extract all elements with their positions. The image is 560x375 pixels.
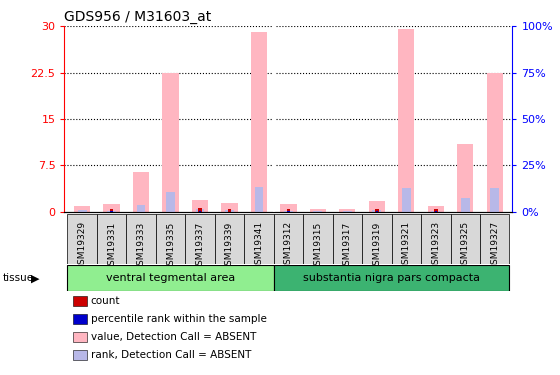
Bar	[133, 172, 149, 212]
Bar	[372, 210, 381, 212]
Bar	[254, 187, 263, 212]
Bar	[362, 214, 391, 264]
Text: GSM19331: GSM19331	[107, 221, 116, 271]
Bar	[421, 214, 450, 264]
Bar	[457, 144, 473, 212]
Bar	[402, 188, 410, 212]
Bar	[434, 209, 437, 212]
Bar	[398, 29, 414, 212]
Bar	[251, 33, 267, 212]
Bar	[391, 214, 421, 264]
Bar	[78, 210, 86, 212]
Bar	[137, 205, 146, 212]
Text: GSM19341: GSM19341	[254, 221, 263, 270]
Bar	[244, 214, 274, 264]
Bar	[127, 214, 156, 264]
Text: count: count	[91, 296, 120, 306]
Bar	[491, 188, 499, 212]
Text: GSM19325: GSM19325	[461, 221, 470, 270]
Text: GSM19335: GSM19335	[166, 221, 175, 271]
Text: percentile rank within the sample: percentile rank within the sample	[91, 314, 267, 324]
Bar	[343, 211, 352, 212]
Bar	[428, 206, 444, 212]
Bar	[107, 211, 116, 212]
Bar	[67, 214, 97, 264]
Bar	[287, 209, 290, 212]
Bar	[375, 209, 379, 212]
Bar	[156, 214, 185, 264]
Bar	[198, 207, 202, 212]
Bar	[281, 204, 296, 212]
Bar	[287, 211, 290, 212]
Text: GSM19315: GSM19315	[314, 221, 323, 271]
Text: ventral tegmental area: ventral tegmental area	[106, 273, 235, 283]
Text: tissue: tissue	[3, 273, 34, 283]
Text: GSM19312: GSM19312	[284, 221, 293, 270]
Bar	[192, 200, 208, 212]
Bar	[435, 211, 437, 212]
Bar	[195, 209, 204, 212]
Bar	[214, 214, 244, 264]
Text: GSM19329: GSM19329	[78, 221, 87, 270]
Text: GSM19323: GSM19323	[431, 221, 440, 270]
Bar	[110, 211, 113, 212]
Bar	[185, 214, 214, 264]
Bar	[376, 211, 378, 212]
Bar	[162, 73, 179, 212]
Text: value, Detection Call = ABSENT: value, Detection Call = ABSENT	[91, 332, 256, 342]
Bar	[303, 214, 333, 264]
Text: GSM19339: GSM19339	[225, 221, 234, 271]
Text: rank, Detection Call = ABSENT: rank, Detection Call = ABSENT	[91, 350, 251, 360]
Bar	[284, 211, 293, 212]
Bar	[480, 214, 510, 264]
Text: GSM19321: GSM19321	[402, 221, 411, 270]
Bar	[431, 211, 440, 212]
Text: GSM19333: GSM19333	[137, 221, 146, 271]
Bar	[310, 209, 326, 212]
Text: substantia nigra pars compacta: substantia nigra pars compacta	[303, 273, 480, 283]
Text: ▶: ▶	[31, 273, 39, 283]
Bar	[368, 201, 385, 212]
Bar	[67, 265, 274, 291]
Bar	[97, 214, 127, 264]
Bar	[274, 265, 510, 291]
Bar	[104, 204, 120, 212]
Text: GSM19317: GSM19317	[343, 221, 352, 271]
Bar	[461, 198, 470, 212]
Bar	[450, 214, 480, 264]
Bar	[110, 209, 113, 212]
Bar	[274, 214, 303, 264]
Text: GDS956 / M31603_at: GDS956 / M31603_at	[64, 10, 212, 24]
Text: GSM19327: GSM19327	[490, 221, 499, 270]
Bar	[225, 210, 234, 212]
Bar	[228, 209, 231, 212]
Bar	[74, 206, 90, 212]
Bar	[314, 211, 323, 212]
Bar	[487, 73, 503, 212]
Bar	[221, 202, 237, 212]
Bar	[333, 214, 362, 264]
Bar	[166, 192, 175, 212]
Bar	[339, 209, 356, 212]
Text: GSM19319: GSM19319	[372, 221, 381, 271]
Bar	[199, 211, 201, 212]
Text: GSM19337: GSM19337	[195, 221, 204, 271]
